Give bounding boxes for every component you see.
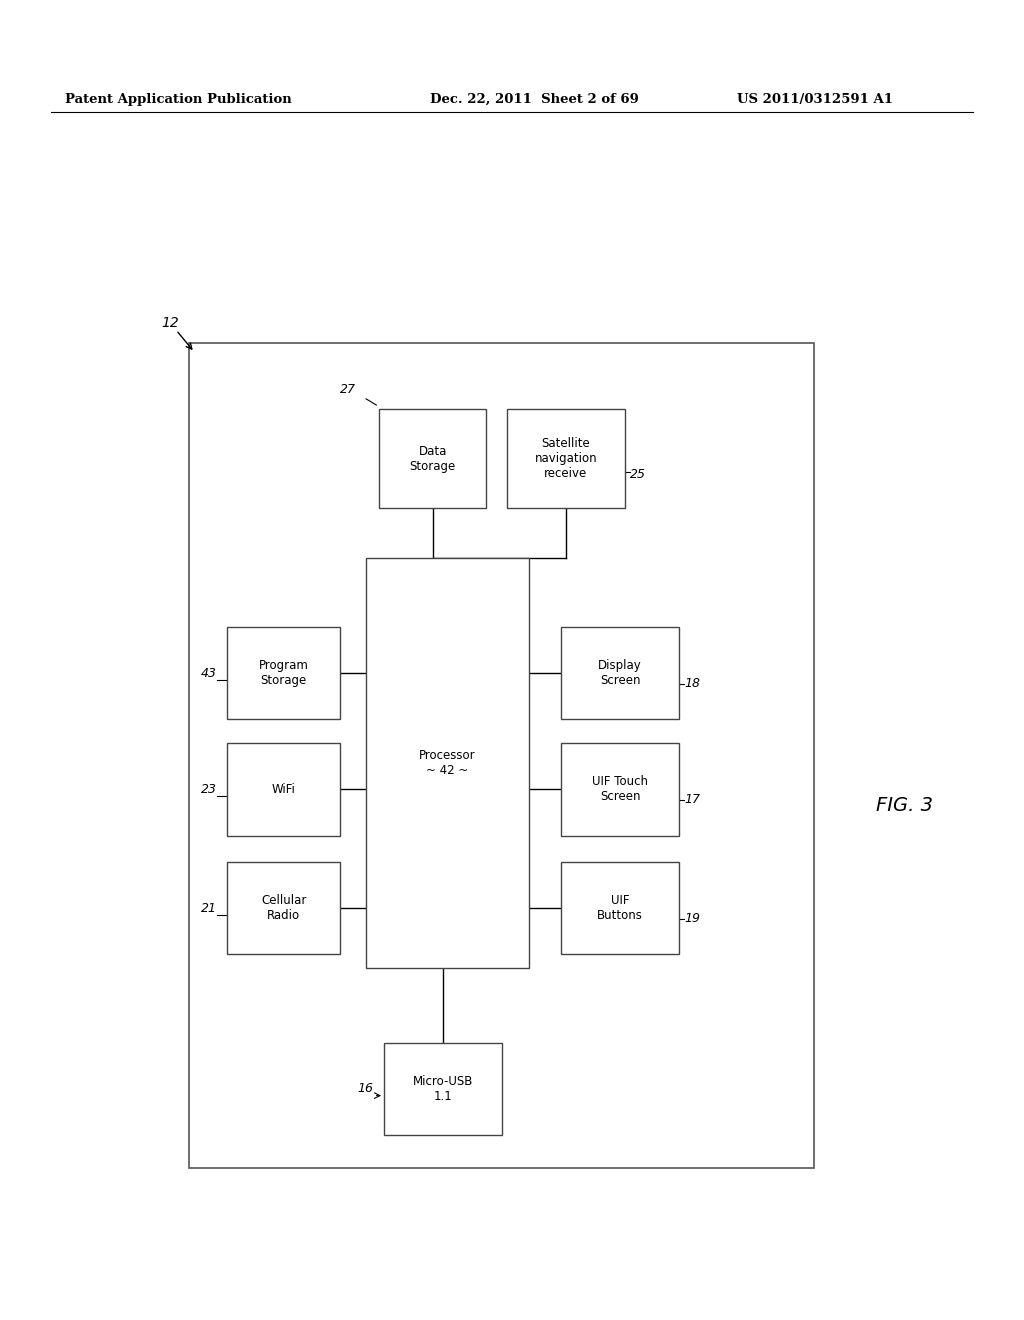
Bar bbox=[189, 343, 814, 1168]
Bar bbox=[379, 409, 486, 508]
Text: 19: 19 bbox=[684, 912, 700, 925]
Text: 23: 23 bbox=[201, 783, 217, 796]
Text: Satellite
navigation
receive: Satellite navigation receive bbox=[535, 437, 597, 480]
Bar bbox=[227, 862, 340, 954]
Text: 21: 21 bbox=[201, 902, 217, 915]
Text: 17: 17 bbox=[684, 793, 700, 807]
Bar bbox=[561, 627, 679, 719]
Bar bbox=[561, 862, 679, 954]
Text: Micro-USB
1.1: Micro-USB 1.1 bbox=[413, 1074, 473, 1104]
Text: FIG. 3: FIG. 3 bbox=[876, 796, 933, 814]
Text: 18: 18 bbox=[684, 677, 700, 690]
Text: 25: 25 bbox=[630, 469, 646, 480]
Text: WiFi: WiFi bbox=[271, 783, 296, 796]
Text: Display
Screen: Display Screen bbox=[598, 659, 642, 688]
Text: Cellular
Radio: Cellular Radio bbox=[261, 894, 306, 923]
Bar bbox=[507, 409, 625, 508]
Text: Program
Storage: Program Storage bbox=[259, 659, 308, 688]
Bar bbox=[561, 743, 679, 836]
Text: US 2011/0312591 A1: US 2011/0312591 A1 bbox=[737, 92, 893, 106]
Bar bbox=[227, 627, 340, 719]
Text: UIF Touch
Screen: UIF Touch Screen bbox=[592, 775, 648, 804]
Bar bbox=[366, 558, 529, 968]
Text: Data
Storage: Data Storage bbox=[410, 445, 456, 473]
Bar bbox=[384, 1043, 502, 1135]
Text: Processor
~ 42 ~: Processor ~ 42 ~ bbox=[419, 748, 476, 777]
Text: 16: 16 bbox=[357, 1082, 374, 1096]
Text: 27: 27 bbox=[340, 383, 356, 396]
Text: Dec. 22, 2011  Sheet 2 of 69: Dec. 22, 2011 Sheet 2 of 69 bbox=[430, 92, 639, 106]
Text: UIF
Buttons: UIF Buttons bbox=[597, 894, 643, 923]
Bar bbox=[227, 743, 340, 836]
Text: 12: 12 bbox=[162, 317, 179, 330]
Text: Patent Application Publication: Patent Application Publication bbox=[65, 92, 291, 106]
Text: 43: 43 bbox=[201, 667, 217, 680]
